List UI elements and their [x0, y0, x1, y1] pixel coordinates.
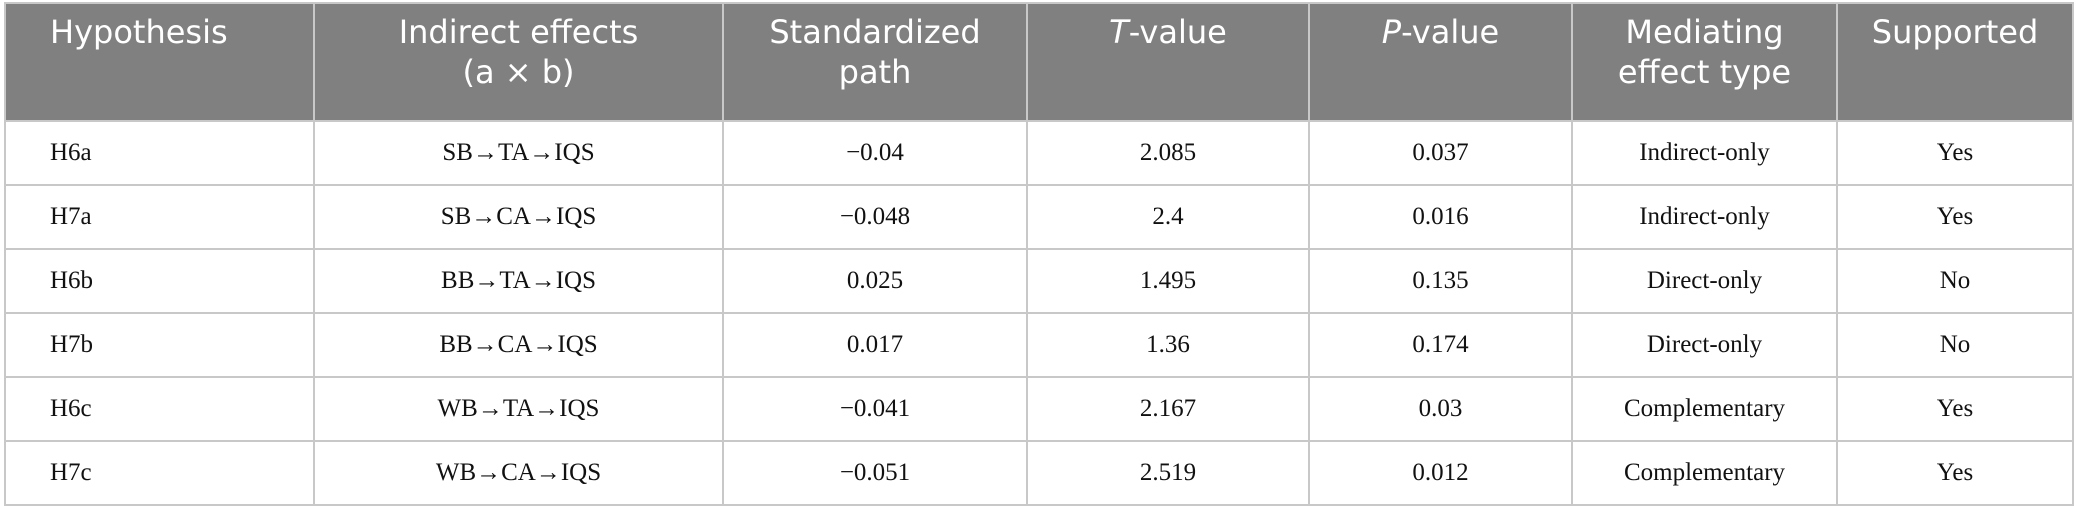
- table-cell: H7a: [4, 184, 315, 250]
- table-cell: 2.4: [1026, 184, 1310, 250]
- table-cell: No: [1836, 312, 2074, 378]
- table-cell: No: [1836, 248, 2074, 314]
- results-table: Hypothesis Indirect effects (a × b) Standa…: [4, 2, 2074, 506]
- table-cell: Yes: [1836, 184, 2074, 250]
- table-body: H6a SB→TA→IQS −0.04 2.085 0.037 Indirect-only…: [4, 120, 2074, 506]
- table-cell: Complementary: [1571, 376, 1838, 442]
- table-cell: 0.017: [722, 312, 1028, 378]
- table-cell: −0.051: [722, 440, 1028, 506]
- table-cell: 0.016: [1308, 184, 1573, 250]
- header-cell: P-value: [1308, 2, 1573, 122]
- table-cell: 0.135: [1308, 248, 1573, 314]
- table-cell: SB→CA→IQS: [313, 184, 724, 250]
- table-cell: Yes: [1836, 120, 2074, 186]
- table-row: H7c WB→CA→IQS −0.051 2.519 0.012 Complementar…: [4, 440, 2074, 506]
- table-cell: 0.012: [1308, 440, 1573, 506]
- table-cell: 1.495: [1026, 248, 1310, 314]
- header-cell: Indirect effects (a × b): [313, 2, 724, 122]
- header-text: -value: [1401, 13, 1500, 51]
- header-cell: Mediating effect type: [1571, 2, 1838, 122]
- table-cell: 0.174: [1308, 312, 1573, 378]
- table-cell: Yes: [1836, 376, 2074, 442]
- table-cell: Direct-only: [1571, 248, 1838, 314]
- table-cell: H7c: [4, 440, 315, 506]
- table-row: H7b BB→CA→IQS 0.017 1.36 0.174 Direct-only No: [4, 312, 2074, 378]
- table-cell: 2.519: [1026, 440, 1310, 506]
- table-cell: 2.167: [1026, 376, 1310, 442]
- header-cell: Supported: [1836, 2, 2074, 122]
- table-cell: H6b: [4, 248, 315, 314]
- table-cell: 0.037: [1308, 120, 1573, 186]
- table-cell: 1.36: [1026, 312, 1310, 378]
- table-cell: Direct-only: [1571, 312, 1838, 378]
- table-cell: SB→TA→IQS: [313, 120, 724, 186]
- table-cell: 2.085: [1026, 120, 1310, 186]
- table-row: H7a SB→CA→IQS −0.048 2.4 0.016 Indirect-only Y…: [4, 184, 2074, 250]
- header-italic: P: [1381, 13, 1402, 51]
- table-cell: 0.025: [722, 248, 1028, 314]
- table-cell: WB→TA→IQS: [313, 376, 724, 442]
- table-cell: 0.03: [1308, 376, 1573, 442]
- header-cell: Hypothesis: [4, 2, 315, 122]
- table-cell: Indirect-only: [1571, 120, 1838, 186]
- table-cell: Complementary: [1571, 440, 1838, 506]
- header-cell: T-value: [1026, 2, 1310, 122]
- table-cell: −0.04: [722, 120, 1028, 186]
- table-row: H6b BB→TA→IQS 0.025 1.495 0.135 Direct-only No: [4, 248, 2074, 314]
- table-cell: Yes: [1836, 440, 2074, 506]
- table-row: H6a SB→TA→IQS −0.04 2.085 0.037 Indirect-only…: [4, 120, 2074, 186]
- table-cell: −0.048: [722, 184, 1028, 250]
- table-cell: H6a: [4, 120, 315, 186]
- header-cell: Standardized path: [722, 2, 1028, 122]
- header-italic: T: [1109, 13, 1129, 51]
- table-row: H6c WB→TA→IQS −0.041 2.167 0.03 Complementary…: [4, 376, 2074, 442]
- table-cell: BB→CA→IQS: [313, 312, 724, 378]
- table-cell: Indirect-only: [1571, 184, 1838, 250]
- table-cell: −0.041: [722, 376, 1028, 442]
- header-text: -value: [1128, 13, 1227, 51]
- table-cell: WB→CA→IQS: [313, 440, 724, 506]
- table-cell: H7b: [4, 312, 315, 378]
- header-row: Hypothesis Indirect effects (a × b) Standa…: [4, 2, 2074, 122]
- table-cell: H6c: [4, 376, 315, 442]
- table-cell: BB→TA→IQS: [313, 248, 724, 314]
